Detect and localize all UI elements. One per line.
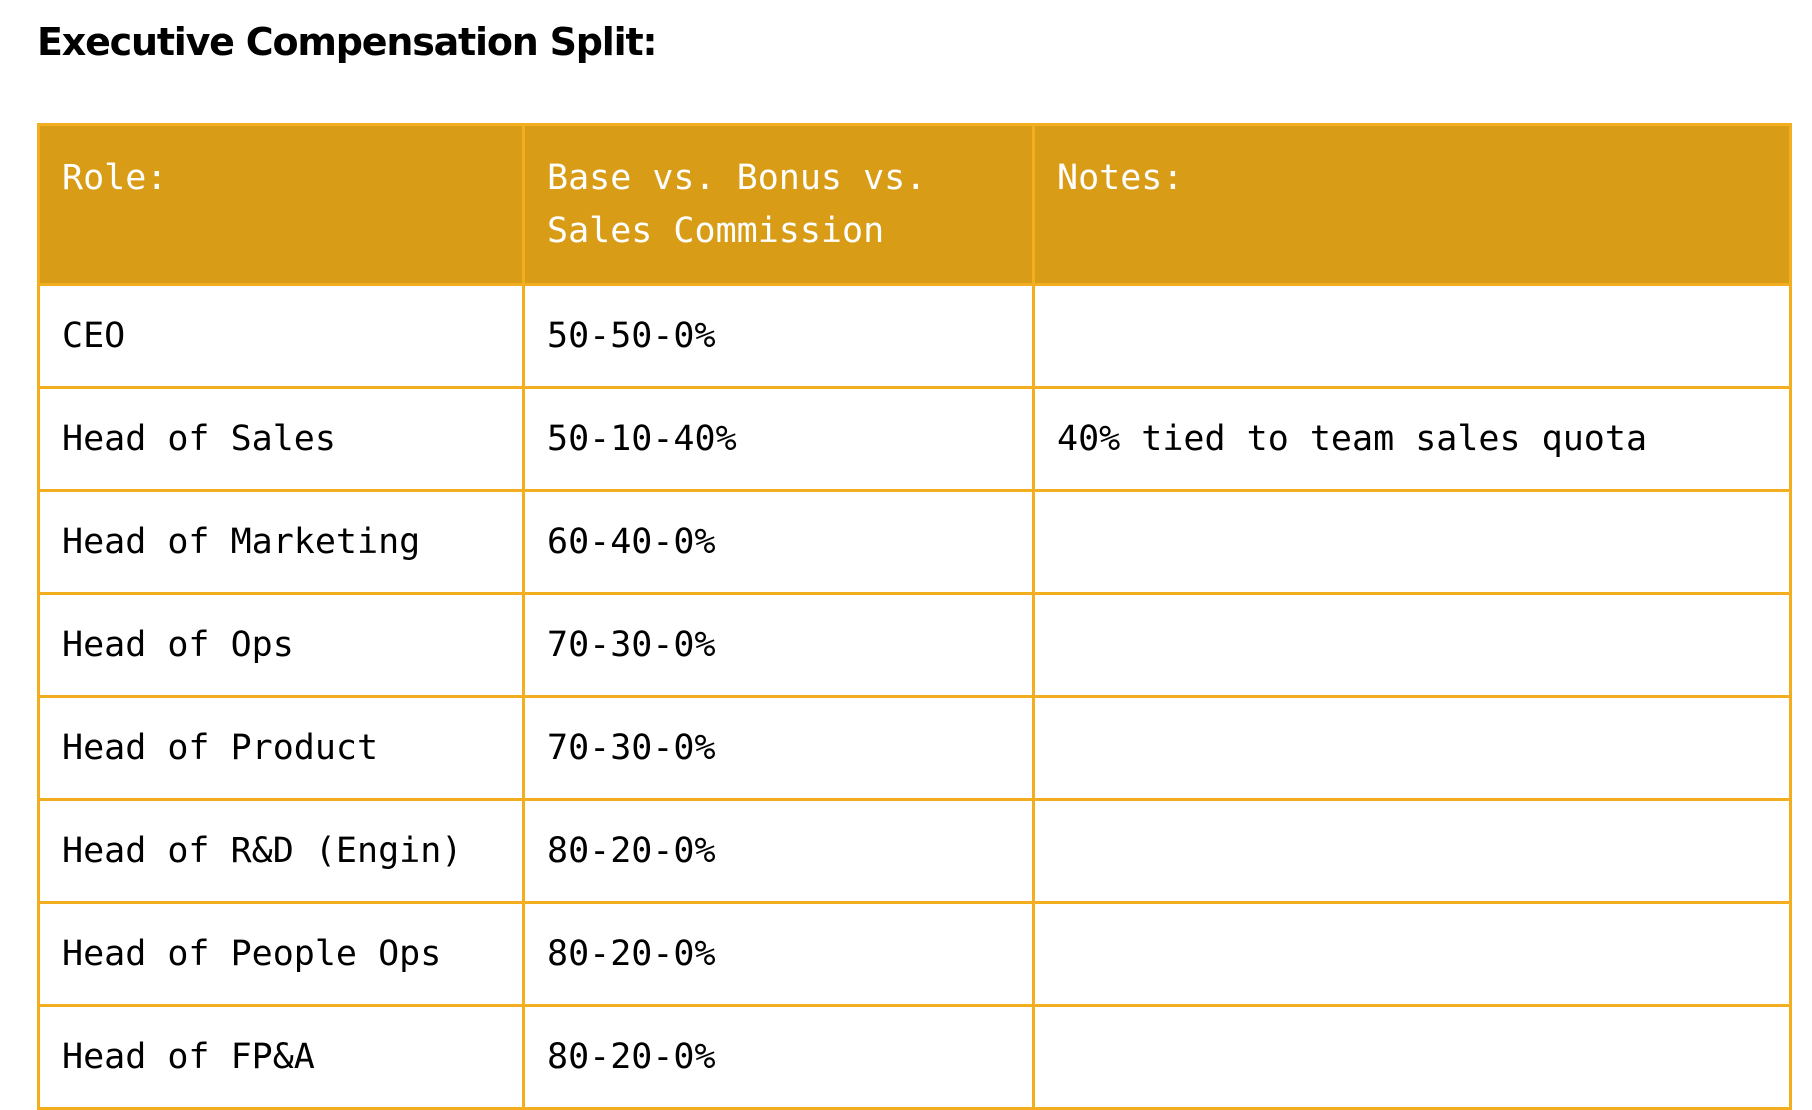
role-cell: Head of R&D (Engin) bbox=[37, 798, 525, 904]
split-cell: 60-40-0% bbox=[522, 489, 1035, 595]
split-cell: 80-20-0% bbox=[522, 798, 1035, 904]
notes-cell bbox=[1032, 283, 1792, 389]
notes-cell bbox=[1032, 489, 1792, 595]
page-title: Executive Compensation Split: bbox=[37, 20, 658, 64]
role-cell: CEO bbox=[37, 283, 525, 389]
header-split: Base vs. Bonus vs. Sales Commission bbox=[522, 123, 1035, 286]
notes-cell bbox=[1032, 592, 1792, 698]
role-cell: Head of FP&A bbox=[37, 1004, 525, 1110]
notes-cell bbox=[1032, 798, 1792, 904]
role-cell: Head of Ops bbox=[37, 592, 525, 698]
role-cell: Head of Product bbox=[37, 695, 525, 801]
table-row: Head of FP&A 80-20-0% bbox=[37, 1004, 1792, 1110]
header-notes: Notes: bbox=[1032, 123, 1792, 286]
table-row: Head of Sales 50-10-40% 40% tied to team… bbox=[37, 386, 1792, 492]
table-row: Head of Ops 70-30-0% bbox=[37, 592, 1792, 698]
split-cell: 80-20-0% bbox=[522, 901, 1035, 1007]
table-row: Head of R&D (Engin) 80-20-0% bbox=[37, 798, 1792, 904]
notes-cell bbox=[1032, 1004, 1792, 1110]
notes-cell bbox=[1032, 901, 1792, 1007]
table-row: Head of Marketing 60-40-0% bbox=[37, 489, 1792, 595]
header-row: Role: Base vs. Bonus vs. Sales Commissio… bbox=[37, 123, 1792, 286]
table-row: Head of People Ops 80-20-0% bbox=[37, 901, 1792, 1007]
table-body: CEO 50-50-0% Head of Sales 50-10-40% 40%… bbox=[37, 283, 1792, 1110]
role-cell: Head of People Ops bbox=[37, 901, 525, 1007]
notes-cell bbox=[1032, 695, 1792, 801]
table-row: CEO 50-50-0% bbox=[37, 283, 1792, 389]
compensation-table: Role: Base vs. Bonus vs. Sales Commissio… bbox=[37, 123, 1792, 1110]
role-cell: Head of Marketing bbox=[37, 489, 525, 595]
table-header: Role: Base vs. Bonus vs. Sales Commissio… bbox=[37, 123, 1792, 286]
split-cell: 50-50-0% bbox=[522, 283, 1035, 389]
table-row: Head of Product 70-30-0% bbox=[37, 695, 1792, 801]
header-role: Role: bbox=[37, 123, 525, 286]
notes-cell: 40% tied to team sales quota bbox=[1032, 386, 1792, 492]
split-cell: 80-20-0% bbox=[522, 1004, 1035, 1110]
split-cell: 70-30-0% bbox=[522, 592, 1035, 698]
split-cell: 50-10-40% bbox=[522, 386, 1035, 492]
split-cell: 70-30-0% bbox=[522, 695, 1035, 801]
role-cell: Head of Sales bbox=[37, 386, 525, 492]
